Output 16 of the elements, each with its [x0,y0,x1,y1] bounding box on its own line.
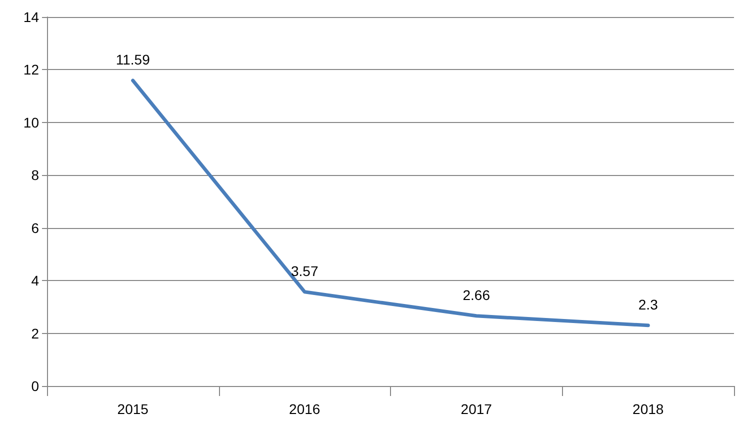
data-label: 2.3 [638,296,658,312]
data-label: 2.66 [462,286,490,303]
x-tick-label: 2018 [632,401,664,417]
y-tick-label: 14 [23,9,40,25]
y-tick-label: 6 [31,220,40,236]
y-tick-label: 4 [31,272,40,289]
y-tick-label: 12 [23,62,40,78]
x-tick-label: 2017 [460,401,492,417]
y-tick-label: 2 [31,325,40,342]
y-tick-label: 10 [23,114,40,130]
x-tick-label: 2015 [117,401,149,417]
x-tick-label: 2016 [289,401,320,417]
data-label: 3.57 [291,262,318,279]
y-tick-label: 0 [31,378,40,394]
data-label: 11.59 [116,52,150,68]
y-tick-label: 8 [31,167,40,184]
